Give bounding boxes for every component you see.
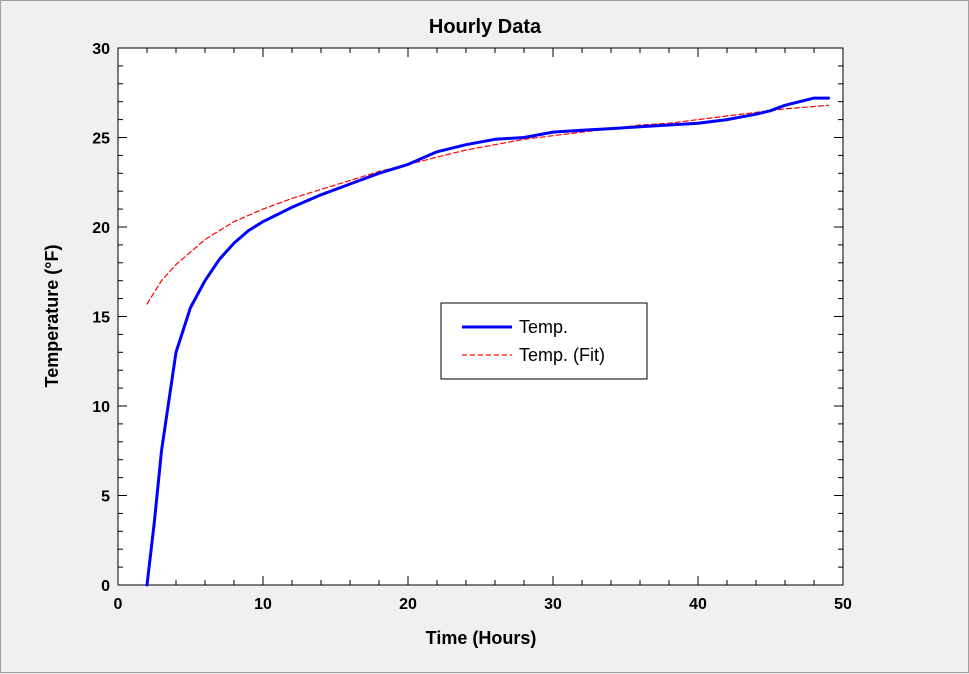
y-axis-label: Temperature (°F) bbox=[42, 245, 62, 388]
y-tick-label: 30 bbox=[92, 41, 110, 58]
x-tick-label: 50 bbox=[834, 596, 852, 613]
y-tick-label: 25 bbox=[92, 131, 110, 148]
y-tick-label: 15 bbox=[92, 310, 110, 327]
y-tick-label: 5 bbox=[101, 489, 110, 506]
x-tick-label: 40 bbox=[689, 596, 707, 613]
chart-title: Hourly Data bbox=[429, 16, 542, 38]
x-axis-label: Time (Hours) bbox=[426, 628, 537, 648]
series-layer bbox=[145, 96, 830, 587]
legend-box bbox=[440, 302, 648, 380]
temp-series-line bbox=[145, 96, 830, 587]
temp-fit-series-line bbox=[146, 104, 830, 305]
axis-ticks bbox=[117, 47, 844, 586]
legend-label-temp-fit: Temp. (Fit) bbox=[519, 345, 605, 365]
x-tick-label: 0 bbox=[114, 596, 123, 613]
y-tick-label: 10 bbox=[92, 399, 110, 416]
x-tick-label: 10 bbox=[254, 596, 272, 613]
legend: Temp. Temp. (Fit) bbox=[440, 302, 648, 380]
legend-label-temp: Temp. bbox=[519, 317, 568, 337]
y-tick-label: 20 bbox=[92, 220, 110, 237]
y-tick-label: 0 bbox=[101, 578, 110, 595]
x-tick-label: 30 bbox=[544, 596, 562, 613]
x-tick-label: 20 bbox=[399, 596, 417, 613]
tick-labels: 0 10 20 30 40 50 0 5 10 15 20 25 30 bbox=[92, 41, 852, 613]
